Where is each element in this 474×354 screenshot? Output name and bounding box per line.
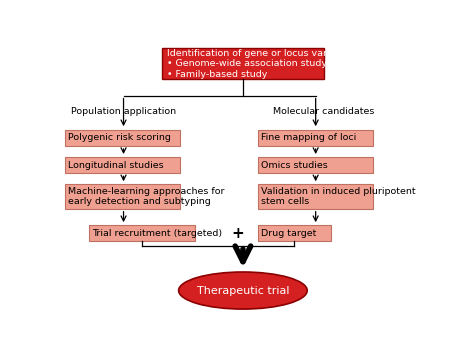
Text: Fine mapping of loci: Fine mapping of loci — [261, 133, 356, 142]
FancyBboxPatch shape — [258, 225, 331, 241]
Ellipse shape — [179, 272, 307, 309]
FancyBboxPatch shape — [65, 130, 181, 146]
FancyBboxPatch shape — [89, 225, 195, 241]
FancyBboxPatch shape — [65, 157, 181, 173]
FancyBboxPatch shape — [65, 184, 181, 209]
Text: Omics studies: Omics studies — [261, 161, 328, 170]
FancyBboxPatch shape — [258, 184, 374, 209]
Text: Longitudinal studies: Longitudinal studies — [68, 161, 164, 170]
Text: Machine-learning approaches for
early detection and subtyping: Machine-learning approaches for early de… — [68, 187, 225, 206]
FancyBboxPatch shape — [258, 130, 374, 146]
Text: Population application: Population application — [71, 108, 176, 116]
Text: Identification of gene or locus variant
• Genome-wide association study
• Family: Identification of gene or locus variant … — [167, 49, 346, 79]
Text: Therapeutic trial: Therapeutic trial — [197, 286, 289, 296]
FancyBboxPatch shape — [162, 48, 324, 79]
Text: Trial recruitment (targeted): Trial recruitment (targeted) — [92, 229, 222, 238]
Text: +: + — [231, 226, 244, 241]
Text: Validation in induced pluripotent
stem cells: Validation in induced pluripotent stem c… — [261, 187, 416, 206]
Text: Drug target: Drug target — [261, 229, 317, 238]
Text: Molecular candidates: Molecular candidates — [273, 108, 374, 116]
FancyBboxPatch shape — [258, 157, 374, 173]
Text: Polygenic risk scoring: Polygenic risk scoring — [68, 133, 171, 142]
